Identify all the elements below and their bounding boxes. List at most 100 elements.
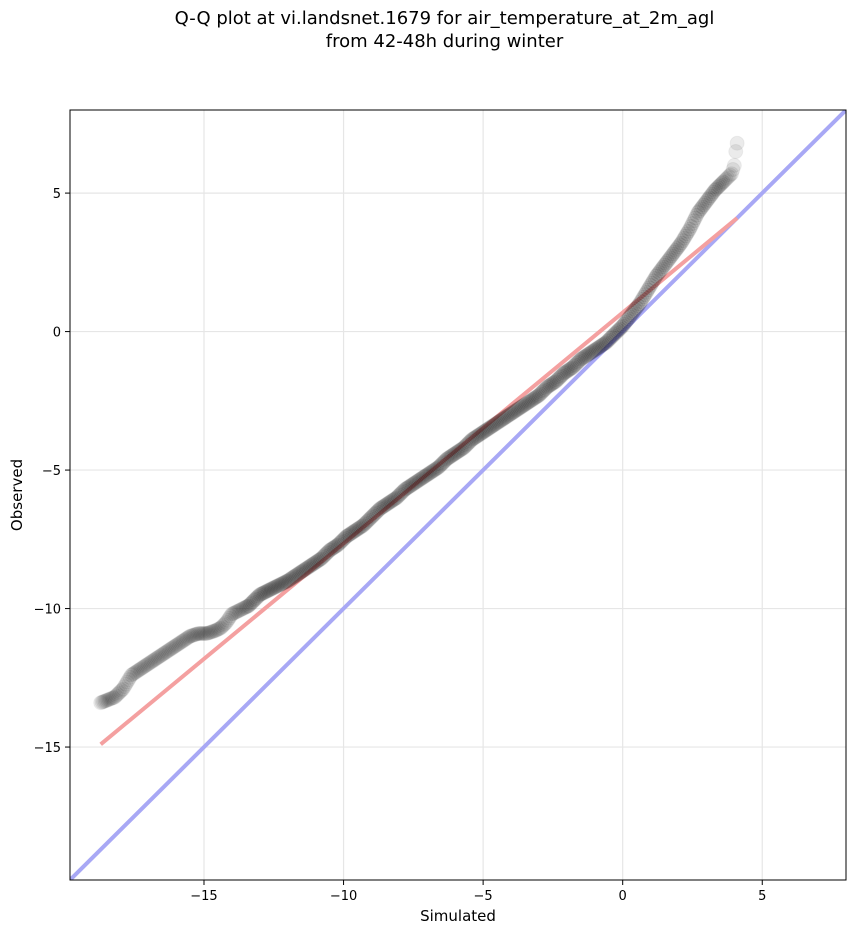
quantile-point bbox=[336, 531, 352, 547]
quantile-point bbox=[707, 182, 723, 198]
quantile-point bbox=[270, 578, 286, 594]
quantile-point bbox=[137, 658, 153, 674]
quantile-point bbox=[259, 583, 275, 599]
quantile-point bbox=[696, 197, 712, 213]
quantile-point bbox=[594, 337, 610, 353]
quantile-point bbox=[383, 493, 399, 509]
quantile-point bbox=[532, 386, 548, 402]
quantile-point bbox=[626, 303, 642, 319]
quantile-point bbox=[430, 459, 446, 475]
quantile-point bbox=[185, 627, 201, 643]
quantile-point bbox=[622, 309, 638, 325]
quantile-point bbox=[340, 528, 356, 544]
quantile-point bbox=[650, 266, 666, 282]
quantile-point bbox=[465, 431, 481, 447]
quantile-point bbox=[98, 693, 114, 709]
quantile-point bbox=[129, 663, 145, 679]
quantile-point bbox=[390, 488, 406, 504]
quantile-point bbox=[263, 581, 279, 597]
quantile-point bbox=[322, 542, 338, 558]
quantile-point bbox=[560, 362, 576, 378]
quantile-point bbox=[521, 394, 537, 410]
quantile-point bbox=[218, 614, 234, 630]
quantile-point bbox=[236, 600, 252, 616]
quantile-point bbox=[679, 226, 695, 242]
quantile-point bbox=[214, 619, 230, 635]
quantile-point bbox=[683, 218, 699, 234]
quantile-point bbox=[485, 418, 501, 434]
quantile-point bbox=[316, 548, 332, 564]
quantile-point bbox=[669, 240, 685, 256]
quantile-point bbox=[408, 474, 424, 490]
quantile-point bbox=[133, 661, 149, 677]
quantile-point bbox=[537, 382, 553, 398]
quantile-point bbox=[548, 373, 564, 389]
quantile-point bbox=[479, 421, 495, 437]
quantile-point bbox=[418, 468, 434, 484]
quantile-point bbox=[305, 556, 321, 572]
quantile-point bbox=[668, 242, 684, 258]
quantile-point bbox=[183, 628, 199, 644]
quantile-point bbox=[573, 351, 589, 367]
quantile-point bbox=[453, 442, 469, 458]
quantile-point bbox=[562, 361, 578, 377]
quantile-point bbox=[199, 625, 215, 641]
quantile-point bbox=[520, 395, 536, 411]
quantile-point bbox=[334, 533, 350, 549]
quantile-point bbox=[510, 401, 526, 417]
quantile-point bbox=[257, 584, 273, 600]
quantile-point bbox=[514, 398, 530, 414]
quantile-point bbox=[365, 508, 381, 524]
quantile-point bbox=[107, 689, 123, 705]
quantile-point bbox=[437, 452, 453, 468]
quantile-point bbox=[281, 572, 297, 588]
quantile-point bbox=[245, 594, 261, 610]
quantile-point bbox=[93, 695, 109, 711]
quantile-point bbox=[544, 376, 560, 392]
quantile-point bbox=[567, 357, 583, 373]
quantile-point bbox=[284, 570, 300, 586]
quantile-point bbox=[598, 335, 614, 351]
quantile-point bbox=[624, 305, 640, 321]
quantile-point bbox=[271, 577, 287, 593]
quantile-point bbox=[429, 460, 445, 476]
quantile-point bbox=[590, 340, 606, 356]
quantile-point bbox=[195, 625, 211, 641]
quantile-point bbox=[651, 264, 667, 280]
quantile-point bbox=[213, 620, 229, 636]
quantile-point bbox=[493, 412, 509, 428]
quantile-point bbox=[422, 465, 438, 481]
quantile-point bbox=[181, 629, 197, 645]
quantile-point bbox=[518, 396, 534, 412]
quantile-point bbox=[229, 603, 245, 619]
x-tick-label: −5 bbox=[474, 889, 493, 904]
quantile-point bbox=[182, 628, 198, 644]
quantile-point bbox=[343, 526, 359, 542]
quantile-point bbox=[344, 525, 360, 541]
quantile-point bbox=[287, 568, 303, 584]
quantile-point bbox=[296, 562, 312, 578]
quantile-point bbox=[463, 433, 479, 449]
quantile-point bbox=[426, 462, 442, 478]
quantile-point bbox=[444, 447, 460, 463]
quantile-point bbox=[570, 354, 586, 370]
quantile-point bbox=[588, 341, 604, 357]
quantile-point bbox=[327, 539, 343, 555]
quantile-point bbox=[400, 480, 416, 496]
quantile-point bbox=[94, 694, 110, 710]
fit-line bbox=[99, 216, 739, 746]
quantile-point bbox=[658, 255, 674, 271]
quantile-point bbox=[443, 448, 459, 464]
quantile-point bbox=[97, 693, 113, 709]
quantile-point bbox=[477, 423, 493, 439]
quantile-point bbox=[368, 505, 384, 521]
quantile-point bbox=[394, 484, 410, 500]
quantile-point bbox=[174, 634, 190, 650]
quantile-point bbox=[530, 388, 546, 404]
quantile-point bbox=[380, 495, 396, 511]
quantile-point bbox=[717, 173, 733, 189]
quantile-point bbox=[664, 248, 680, 264]
quantile-point bbox=[701, 190, 717, 206]
quantile-point bbox=[403, 478, 419, 494]
quantile-point bbox=[255, 585, 271, 601]
